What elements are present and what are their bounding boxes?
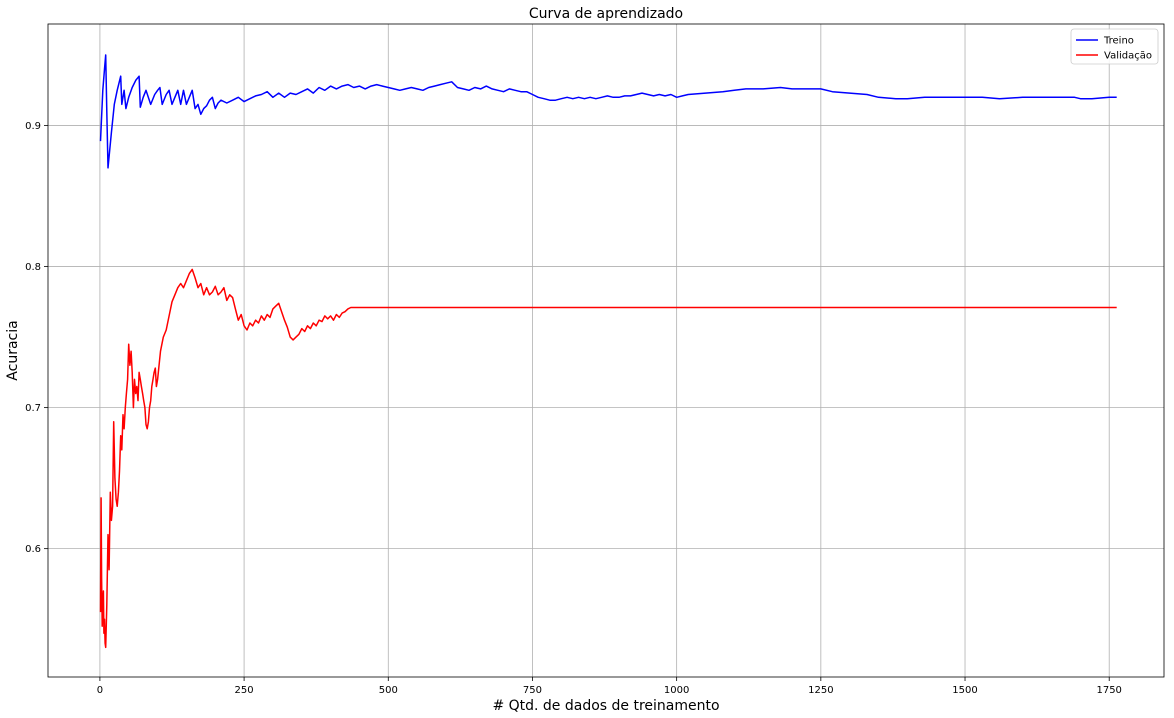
legend-label: Treino — [1103, 36, 1134, 47]
x-tick-label: 750 — [523, 685, 542, 696]
x-tick-label: 500 — [379, 685, 398, 696]
x-tick-label: 0 — [97, 685, 103, 696]
y-tick-label: 0.6 — [25, 544, 41, 555]
x-tick-label: 1750 — [1096, 685, 1121, 696]
y-tick-label: 0.8 — [25, 262, 41, 273]
chart-title: Curva de aprendizado — [529, 6, 683, 22]
plot-frame — [47, 23, 1165, 678]
y-tick-label: 0.7 — [25, 403, 41, 414]
legend: Treino Validação — [1070, 28, 1159, 65]
x-tick-label: 1000 — [664, 685, 689, 696]
x-tick-label: 250 — [235, 685, 254, 696]
legend-label: Validação — [1104, 51, 1152, 62]
x-tick-label: 1250 — [808, 685, 833, 696]
x-tick-label: 1500 — [952, 685, 977, 696]
series-line-treino — [99, 54, 1117, 169]
series-line-validacao — [99, 268, 1117, 649]
x-axis-title: # Qtd. de dados de treinamento — [492, 698, 719, 714]
y-axis-title: Acuracia — [5, 320, 21, 380]
y-tick-label: 0.9 — [25, 121, 41, 132]
tick-layer: 0 250 500 750 1000 1250 1500 1750 0.6 0.7 0.8 0.9 — [25, 121, 1122, 696]
series-layer — [99, 54, 1117, 649]
grid — [48, 24, 1164, 677]
